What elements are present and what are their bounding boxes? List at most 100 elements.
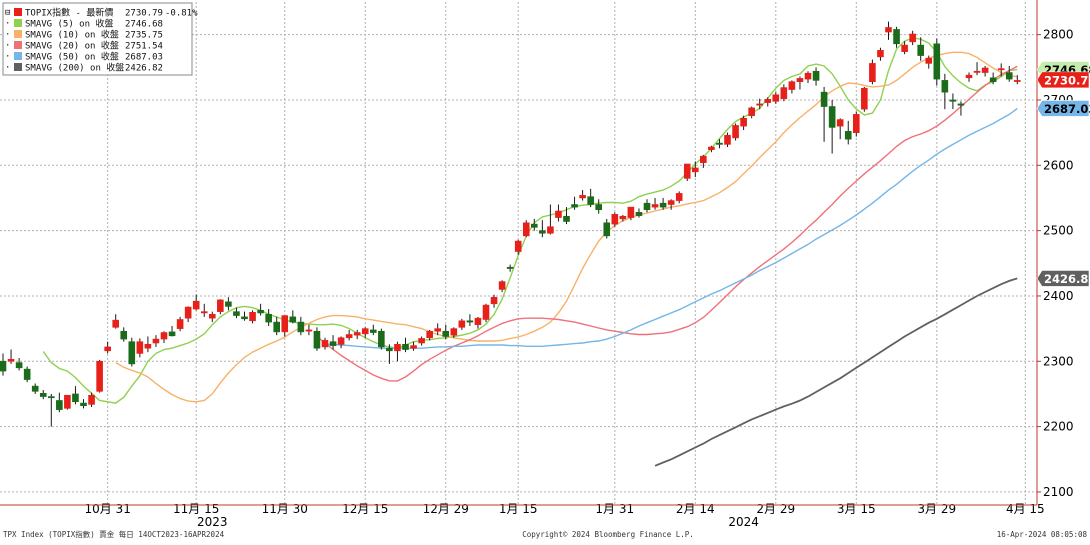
candle-body-down: [257, 310, 264, 314]
candle: [764, 97, 772, 107]
legend-item[interactable]: · SMAVG (50) on 收盤 2687.03: [5, 51, 163, 63]
candle-body-down: [844, 131, 852, 140]
year-label: 2023: [197, 515, 228, 529]
candle-body-down: [820, 91, 828, 107]
legend-swatch: [14, 52, 22, 60]
candle-body-up: [780, 87, 788, 99]
candle-body-down: [933, 43, 941, 80]
candle: [603, 218, 611, 239]
candle-body-down: [241, 316, 248, 320]
legend-item[interactable]: · SMAVG (5) on 收盤 2746.68: [5, 18, 163, 30]
candle-body-down: [273, 321, 281, 333]
candle-body-down: [949, 99, 957, 102]
candle-body-down: [941, 80, 949, 93]
candle: [369, 324, 377, 336]
x-tick-label: 11月 30: [262, 502, 308, 516]
legend-series-value: 2746.68: [125, 20, 163, 30]
x-tick-label: 10月 31: [84, 502, 130, 516]
candle: [112, 314, 119, 329]
candle-body-up: [434, 328, 442, 332]
candle-body-up: [925, 57, 933, 64]
legend-swatch: [14, 63, 22, 71]
price-badge: 2687.03: [1036, 100, 1090, 117]
candle: [313, 327, 321, 351]
legend-swatch: [14, 30, 22, 38]
candle-body-up: [152, 338, 160, 344]
x-tick-label: 4月 15: [1006, 502, 1045, 516]
candle: [756, 98, 764, 110]
candle-body-up: [740, 117, 747, 127]
candle-body-up: [281, 315, 289, 333]
candle-body-up: [981, 67, 989, 73]
candle: [289, 310, 297, 324]
legend-series-name: SMAVG (50) on 收盤: [25, 51, 119, 63]
candle-body-up: [973, 70, 981, 73]
legend-item[interactable]: ⊟ TOPIX指數 - 最新價 2730.79 -0.81%: [5, 7, 198, 19]
value-badges: 2746.682730.792687.032426.82: [1036, 61, 1090, 287]
price-badge-label: 2730.79: [1044, 73, 1090, 87]
candle-body-down: [313, 330, 321, 349]
x-tick-label: 12月 15: [342, 502, 388, 516]
candle-body-up: [764, 99, 772, 103]
candle: [233, 307, 240, 319]
candle: [7, 349, 15, 364]
candle-body-up: [160, 332, 168, 340]
legend-item[interactable]: · SMAVG (200) on 收盤 2426.82: [5, 62, 163, 74]
candle-body-down: [828, 106, 836, 128]
candle-body-up: [748, 107, 755, 116]
candle: [345, 329, 353, 341]
sma-50-line: [325, 107, 1018, 349]
candle-body-up: [7, 359, 15, 362]
candle: [973, 62, 981, 76]
candle-body-down: [56, 400, 63, 410]
candle-body-down: [120, 330, 128, 340]
candle: [804, 71, 812, 84]
candle: [852, 111, 860, 137]
candle-body-down: [329, 341, 337, 346]
candle-body-down: [128, 341, 136, 365]
candle: [555, 204, 562, 222]
candle-body-up: [724, 134, 731, 145]
legend-tree-marker: ·: [5, 19, 10, 29]
candle-body-up: [691, 167, 699, 173]
legend-item[interactable]: · SMAVG (10) on 收盤 2735.75: [5, 29, 163, 41]
price-candles: [0, 21, 1021, 427]
candle: [780, 84, 788, 102]
candle: [659, 197, 667, 210]
candle: [23, 366, 31, 383]
candle: [587, 188, 594, 208]
candle: [128, 337, 136, 367]
candle-body-up: [651, 204, 659, 208]
candle: [1013, 75, 1021, 85]
candle-body-up: [192, 300, 200, 310]
candle: [273, 316, 281, 336]
candle: [643, 199, 651, 213]
year-label: 2024: [728, 515, 759, 529]
candle-body-up: [96, 360, 103, 392]
footer-timestamp: 16-Apr-2024 08:05:08: [997, 530, 1088, 539]
candle-body-down: [378, 330, 385, 348]
candle-body-up: [337, 337, 345, 345]
legend-series-change: -0.81%: [165, 9, 198, 19]
candle: [192, 294, 200, 311]
legend-series-value: 2751.54: [125, 42, 163, 52]
legend-item[interactable]: · SMAVG (20) on 收盤 2751.54: [5, 40, 163, 52]
legend-series-name: SMAVG (10) on 收盤: [25, 29, 119, 41]
candle-body-up: [450, 328, 458, 336]
candle: [434, 323, 442, 336]
x-tick-label: 3月 15: [837, 502, 876, 516]
candle-body-down: [0, 360, 7, 372]
candle-body-up: [732, 125, 739, 139]
candle: [410, 341, 417, 351]
candle-body-up: [200, 311, 208, 314]
legend[interactable]: ⊟ TOPIX指數 - 最新價 2730.79 -0.81% · SMAVG (5) on…: [2, 2, 198, 76]
price-badge: 2730.79: [1036, 71, 1090, 89]
candle: [184, 306, 192, 323]
sma-5-line: [42, 37, 1018, 404]
candle: [88, 392, 95, 408]
footer-copyright: Copyright© 2024 Bloomberg Finance L.P.: [522, 530, 694, 539]
candle-body-up: [410, 345, 417, 349]
candle: [547, 204, 554, 235]
candle-body-up: [796, 78, 804, 82]
